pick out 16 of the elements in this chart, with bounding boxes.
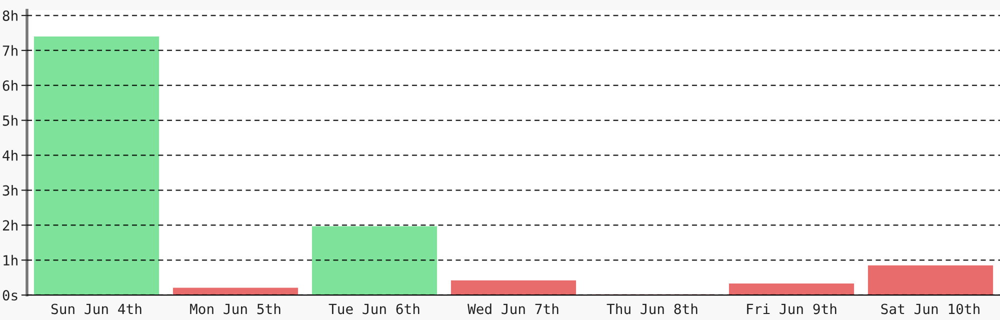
y-tick-label: 8h <box>2 10 18 21</box>
y-tick-label: 7h <box>2 45 18 56</box>
x-tick-label: Mon Jun 5th <box>190 303 280 314</box>
y-tick-label: 3h <box>2 184 18 196</box>
x-tick-label: Fri Jun 9th <box>747 303 836 314</box>
y-tick-label: 6h <box>2 80 18 91</box>
y-tick-label: 5h <box>2 115 18 126</box>
y-tick-label: 2h <box>2 220 18 230</box>
x-tick-label: Tue Jun 6th <box>328 303 420 314</box>
x-tick-label: Thu Jun 8th <box>606 303 698 314</box>
x-tick-label: Sat Jun 10th <box>881 303 980 314</box>
y-tick-label: 4h <box>2 150 18 161</box>
y-tick-label: 0s <box>2 290 18 301</box>
x-tick-label: Sun Jun 4th <box>51 303 142 314</box>
x-tick-label: Wed Jun 7th <box>468 303 558 314</box>
y-tick-label: 1h <box>4 254 18 266</box>
